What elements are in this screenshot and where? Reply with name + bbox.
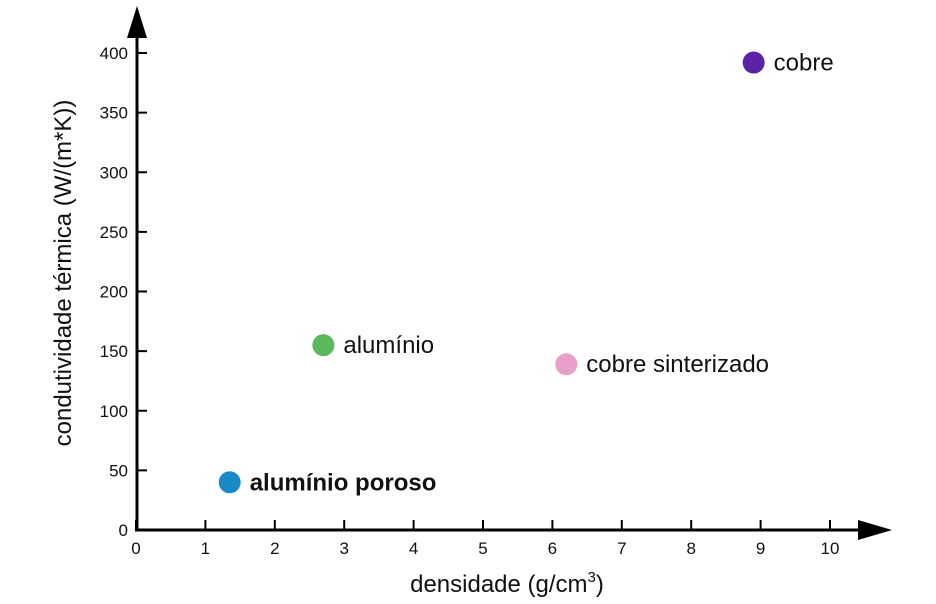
x-tick-label: 10 xyxy=(821,539,840,558)
y-tick-label: 150 xyxy=(100,342,128,361)
x-tick-label: 8 xyxy=(686,539,695,558)
data-point xyxy=(218,471,241,494)
data-point xyxy=(555,353,578,376)
y-tick-label: 200 xyxy=(100,283,128,302)
y-tick-label: 250 xyxy=(100,223,128,242)
y-tick-label: 0 xyxy=(119,521,128,540)
data-point-label: cobre sinterizado xyxy=(586,351,769,378)
y-tick-label: 300 xyxy=(100,163,128,182)
data-point-label: cobre xyxy=(774,50,834,77)
x-axis-label: densidade (g/cm3) xyxy=(410,569,604,598)
y-tick-label: 400 xyxy=(100,44,128,63)
y-axis-arrow xyxy=(127,6,147,38)
x-axis-arrow xyxy=(858,520,892,540)
x-ticks: 0 1 2 3 4 5 6 7 8 9 10 xyxy=(131,520,839,558)
y-tick-label: 350 xyxy=(100,104,128,123)
data-point-label: alumínio xyxy=(343,332,434,359)
y-tick-label: 100 xyxy=(100,402,128,421)
y-axis-label: condutividade térmica (W/(m*K)) xyxy=(50,100,77,447)
x-tick-label: 3 xyxy=(339,539,348,558)
x-tick-label: 2 xyxy=(270,539,279,558)
y-ticks: 0 50 100 150 200 250 300 350 400 xyxy=(100,44,147,540)
x-tick-label: 4 xyxy=(409,539,418,558)
data-point-label: alumínio poroso xyxy=(250,469,437,496)
axes xyxy=(127,6,892,540)
x-tick-label: 1 xyxy=(201,539,210,558)
x-tick-label: 6 xyxy=(548,539,557,558)
x-tick-label: 9 xyxy=(756,539,765,558)
data-point xyxy=(312,334,335,357)
data-point xyxy=(742,51,765,74)
data-points: alumínio poroso alumínio cobre sinterizado… xyxy=(218,50,834,496)
x-tick-label: 5 xyxy=(478,539,487,558)
y-tick-label: 50 xyxy=(109,461,128,480)
x-tick-label: 0 xyxy=(131,539,140,558)
x-tick-label: 7 xyxy=(617,539,626,558)
